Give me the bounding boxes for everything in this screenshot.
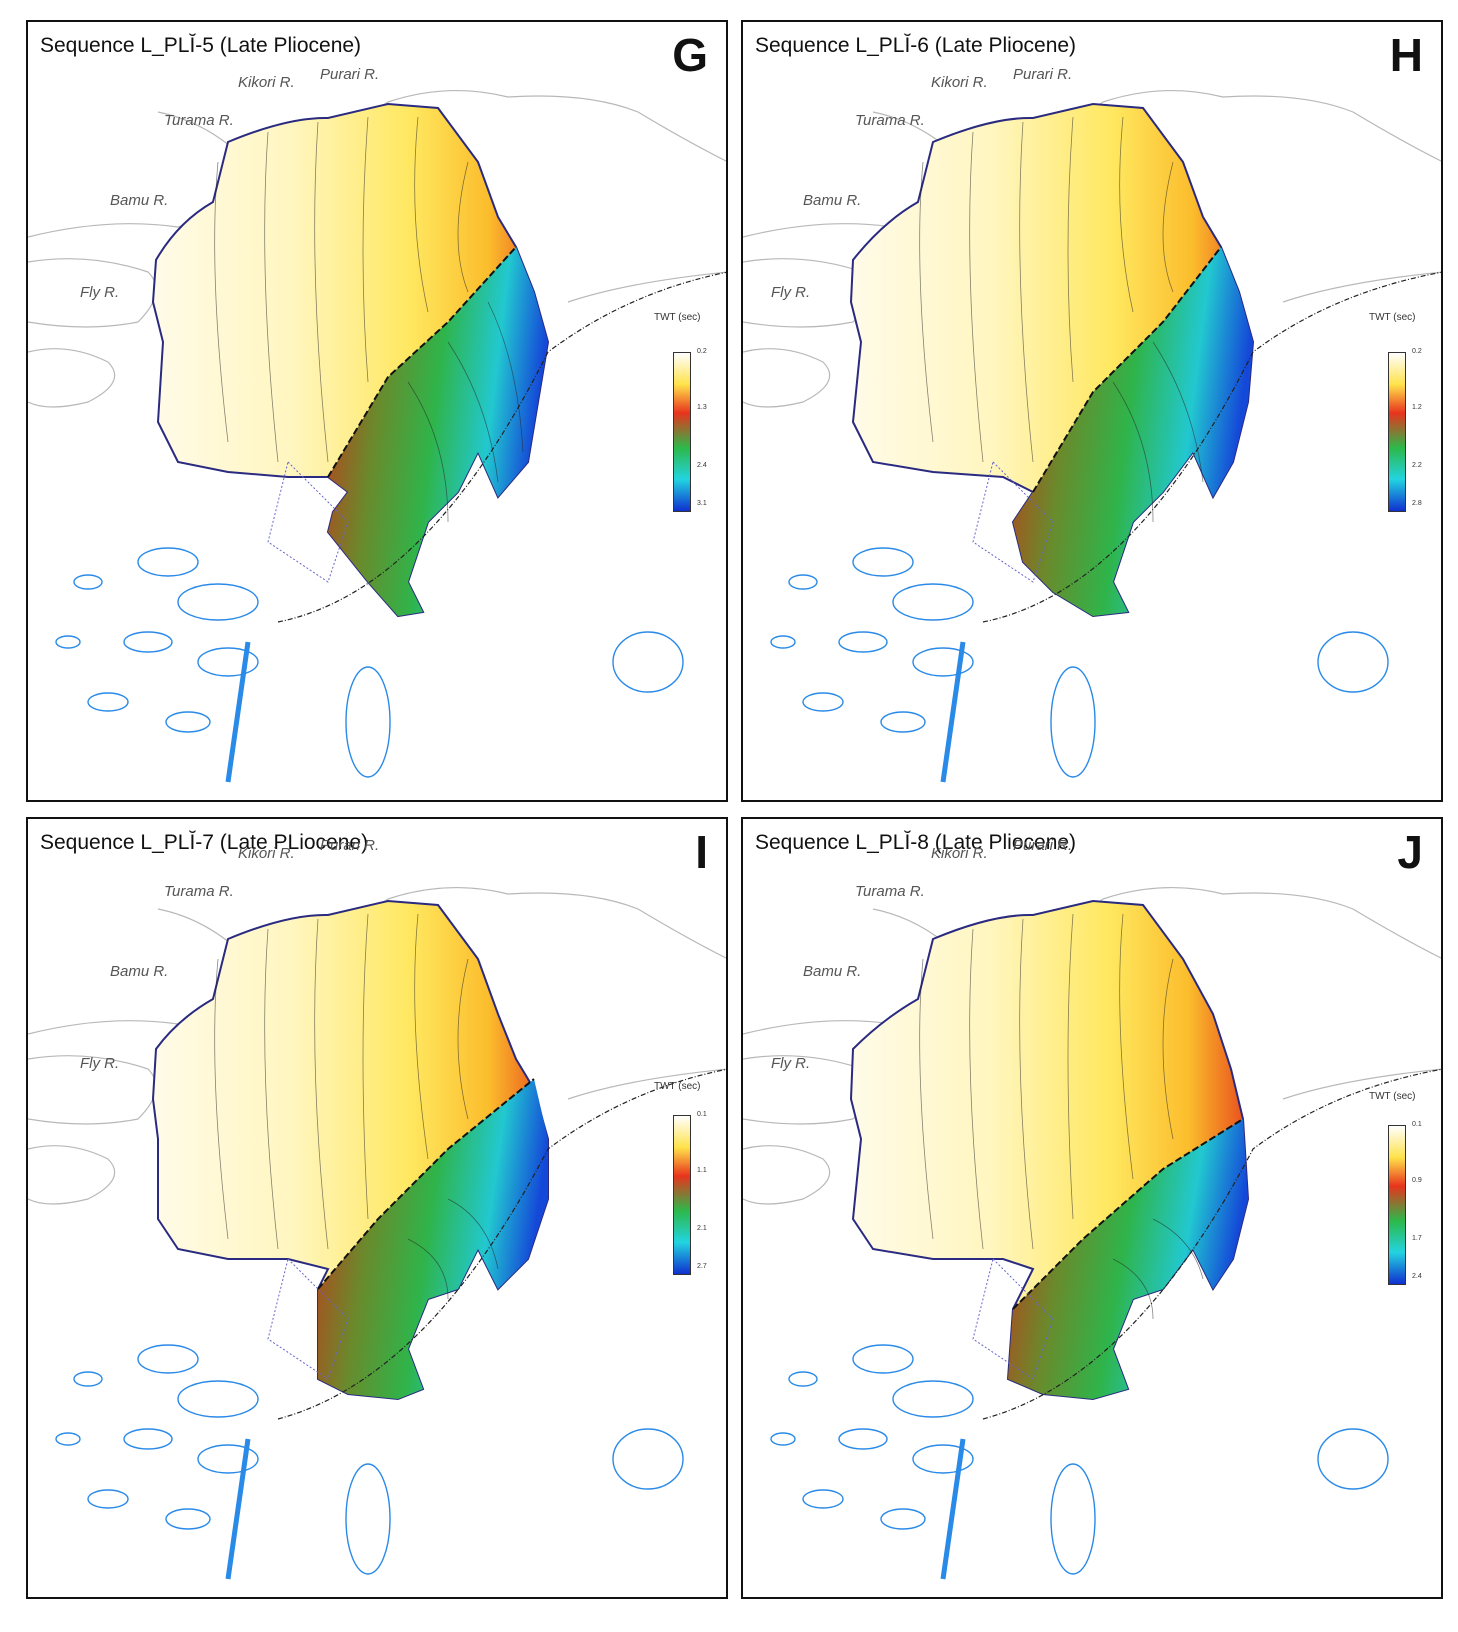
legend-tick: 2.7 xyxy=(697,1263,707,1270)
river-label-turama: Turama R. xyxy=(164,112,234,129)
legend-tick: 2.2 xyxy=(1412,462,1422,469)
legend-tick: 1.7 xyxy=(1412,1235,1422,1242)
map-graphic xyxy=(743,886,1441,1580)
legend-title: TWT (sec) xyxy=(1369,1091,1416,1102)
map-panel-i: Sequence L_PLĬ-7 (Late PLiocene) I Kikor… xyxy=(26,817,728,1599)
legend-tick: 3.1 xyxy=(697,500,707,507)
legend-tick: 0.9 xyxy=(1412,1177,1422,1184)
river-label-purari: Purari R. xyxy=(1013,837,1073,854)
panel-title: Sequence L_PLĬ-5 (Late Pliocene) xyxy=(40,34,362,57)
river-label-fly: Fly R. xyxy=(80,1055,120,1072)
legend-tick: 1.2 xyxy=(1412,404,1422,411)
legend-tick: 1.3 xyxy=(697,404,707,411)
river-label-bamu: Bamu R. xyxy=(110,963,169,980)
legend-tick: 1.1 xyxy=(697,1167,707,1174)
map-graphic xyxy=(28,89,726,783)
legend-colorbar xyxy=(1388,1125,1406,1285)
panel-title: Sequence L_PLĬ-7 (Late PLiocene) xyxy=(40,831,369,854)
legend-title: TWT (sec) xyxy=(654,312,701,323)
river-label-kikori: Kikori R. xyxy=(238,845,295,862)
river-label-purari: Purari R. xyxy=(1013,66,1073,83)
legend-tick: 2.1 xyxy=(697,1225,707,1232)
panel-title: Sequence L_PLĬ-6 (Late Pliocene) xyxy=(755,34,1077,57)
river-label-kikori: Kikori R. xyxy=(931,74,988,91)
river-label-turama: Turama R. xyxy=(164,883,234,900)
river-label-purari: Purari R. xyxy=(320,66,380,83)
legend-colorbar xyxy=(1388,352,1406,512)
map-panel-h: Sequence L_PLĬ-6 (Late Pliocene) H Kikor… xyxy=(741,20,1443,802)
river-label-turama: Turama R. xyxy=(855,883,925,900)
panel-title: Sequence L_PLĬ-8 (Late Pliocene) xyxy=(755,831,1077,854)
legend-tick: 0.1 xyxy=(697,1111,707,1118)
river-label-fly: Fly R. xyxy=(771,1055,811,1072)
river-label-bamu: Bamu R. xyxy=(803,192,862,209)
river-label-purari: Purari R. xyxy=(320,837,380,854)
legend-tick: 2.8 xyxy=(1412,500,1422,507)
legend-title: TWT (sec) xyxy=(1369,312,1416,323)
map-graphic xyxy=(743,89,1441,783)
legend-tick: 2.4 xyxy=(1412,1273,1422,1280)
panel-letter: H xyxy=(1389,29,1423,81)
legend-tick: 0.1 xyxy=(1412,1121,1422,1128)
river-label-bamu: Bamu R. xyxy=(803,963,862,980)
legend-tick: 0.2 xyxy=(697,348,707,355)
legend-title: TWT (sec) xyxy=(654,1081,701,1092)
legend-tick: 2.4 xyxy=(697,462,707,469)
map-panel-j: Sequence L_PLĬ-8 (Late Pliocene) J Kikor… xyxy=(741,817,1443,1599)
river-label-kikori: Kikori R. xyxy=(931,845,988,862)
river-label-turama: Turama R. xyxy=(855,112,925,129)
river-label-fly: Fly R. xyxy=(80,284,120,301)
river-label-fly: Fly R. xyxy=(771,284,811,301)
panel-letter: G xyxy=(672,29,708,81)
panel-letter: I xyxy=(695,826,708,878)
river-label-bamu: Bamu R. xyxy=(110,192,169,209)
legend-colorbar xyxy=(673,1115,691,1275)
legend-tick: 0.2 xyxy=(1412,348,1422,355)
river-label-kikori: Kikori R. xyxy=(238,74,295,91)
panel-letter: J xyxy=(1397,826,1423,878)
map-graphic xyxy=(28,886,726,1580)
map-panel-g: Sequence L_PLĬ-5 (Late Pliocene) G Kikor… xyxy=(26,20,728,802)
legend-colorbar xyxy=(673,352,691,512)
